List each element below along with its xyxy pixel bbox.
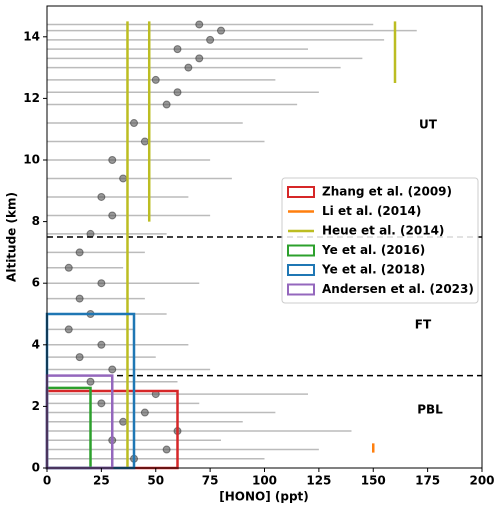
point <box>162 100 171 109</box>
point <box>64 263 73 272</box>
y-tick-label: 10 <box>23 153 40 167</box>
x-tick-label: 100 <box>252 474 277 488</box>
point <box>130 119 138 128</box>
point <box>108 365 117 374</box>
legend-label: Zhang et al. (2009) <box>322 185 452 199</box>
legend-label: Ye et al. (2018) <box>321 263 425 277</box>
x-axis-label: [HONO] (ppt) <box>219 490 309 504</box>
x-tick-label: 175 <box>415 474 440 488</box>
legend-label: Ye et al. (2016) <box>321 243 425 257</box>
region-label: PBL <box>417 403 443 417</box>
x-tick-label: 0 <box>43 474 51 488</box>
point <box>97 279 106 288</box>
point <box>151 75 160 84</box>
legend-label: Li et al. (2014) <box>322 204 421 218</box>
legend-label: Andersen et al. (2023) <box>322 282 474 296</box>
y-tick-label: 6 <box>32 276 40 290</box>
region-label: UT <box>419 118 438 132</box>
point <box>217 26 225 35</box>
point <box>108 211 117 220</box>
y-tick-label: 0 <box>32 461 40 475</box>
x-tick-label: 200 <box>469 474 494 488</box>
point <box>195 54 204 63</box>
point <box>97 399 106 408</box>
legend-swatch <box>287 244 315 257</box>
legend-swatch <box>287 264 315 276</box>
point <box>173 45 182 54</box>
point <box>97 192 106 201</box>
region-label: FT <box>415 318 432 332</box>
legend-label: Heue et al. (2014) <box>322 224 444 238</box>
point <box>184 63 193 72</box>
x-tick-label: 75 <box>202 474 219 488</box>
y-tick-label: 12 <box>23 91 40 105</box>
y-tick-label: 2 <box>32 399 40 413</box>
point <box>140 408 149 417</box>
x-tick-label: 25 <box>93 474 110 488</box>
legend-swatch <box>287 186 315 198</box>
point <box>64 325 73 334</box>
legend-swatch <box>287 283 315 296</box>
point <box>75 353 84 362</box>
point <box>75 294 84 303</box>
point <box>206 35 215 44</box>
x-tick-label: 50 <box>147 474 164 488</box>
point <box>173 88 182 97</box>
point <box>108 156 117 164</box>
y-tick-label: 14 <box>23 29 40 43</box>
legend-frame <box>281 177 479 304</box>
point <box>195 20 204 29</box>
x-tick-label: 150 <box>361 474 386 488</box>
point <box>162 445 171 454</box>
point <box>75 248 84 257</box>
point <box>140 137 149 146</box>
point <box>86 377 95 386</box>
point <box>119 174 128 183</box>
point <box>119 417 128 426</box>
y-tick-label: 8 <box>32 214 40 228</box>
x-tick-label: 125 <box>306 474 331 488</box>
point <box>97 340 106 349</box>
y-axis-label: Altitude (km) <box>5 192 19 282</box>
y-tick-label: 4 <box>32 337 40 351</box>
